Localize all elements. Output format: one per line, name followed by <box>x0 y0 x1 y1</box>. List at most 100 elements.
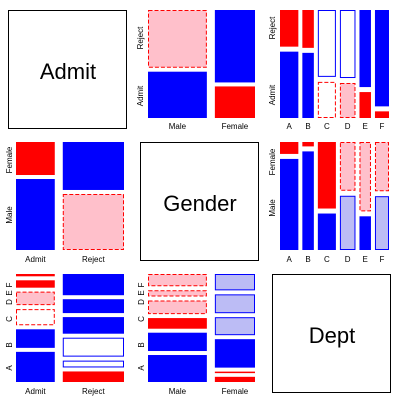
panel-dept-admit-tile-admit-e <box>16 280 55 288</box>
y-tick-admit-dept: Admit <box>268 84 277 105</box>
y-tick-dept-g-a: A <box>137 365 146 371</box>
panel-dept-admit-tile-admit-c <box>16 309 55 326</box>
panel-dept-gender-tile-female-c <box>214 339 255 368</box>
panel-admit-gender-tile-male-reject <box>148 10 207 68</box>
panel-gender-admit-tile-admit-male <box>16 179 55 250</box>
panel-admit-dept-tile-c-admit <box>317 81 336 118</box>
x-tick-gd-d: D <box>345 255 351 264</box>
panel-gender-admit-tile-admit-female <box>16 142 55 176</box>
x-tick-dept-a: A <box>287 122 293 131</box>
panel-gender-dept-tile-a-male <box>280 158 299 251</box>
panel-gender-dept-tile-c-female <box>317 142 336 209</box>
y-tick-dept-b: B <box>5 342 14 347</box>
panel-dept-admit-tile-admit-d <box>16 291 55 306</box>
panel-gender-dept-tile-f-male <box>374 196 389 251</box>
x-tick-reject-d: Reject <box>82 387 105 396</box>
y-tick-reject-dept: Reject <box>268 16 277 39</box>
panel-admit-dept-tile-e-reject <box>359 10 371 88</box>
y-tick-dept-e: E <box>5 290 14 295</box>
x-tick-gd-a: A <box>287 255 293 264</box>
diagonal-cell-gender <box>140 142 259 261</box>
panel-gender-dept-tile-f-female <box>374 142 389 192</box>
x-tick-dept-e: E <box>363 122 368 131</box>
x-tick-male-dg: Male <box>169 387 187 396</box>
x-tick-dept-b: B <box>305 122 310 131</box>
panel-admit-dept-tile-b-admit <box>302 52 314 119</box>
panel-dept-gender-tile-female-b <box>214 371 255 374</box>
panel-dept-admit-tile-admit-a <box>16 351 55 382</box>
panel-admit-gender-tile-male-admit <box>148 71 207 119</box>
panel-gender-dept-tile-b-male <box>302 151 314 250</box>
x-tick-female-dg: Female <box>222 387 249 396</box>
x-tick-dept-f: F <box>380 122 385 131</box>
y-tick-dept-d: D <box>5 299 14 305</box>
panel-dept-gender-tile-male-f <box>148 274 207 287</box>
diagonal-cell-admit <box>8 10 127 129</box>
panel-dept-gender-tile-male-b <box>148 332 207 352</box>
y-tick-dept-f: F <box>5 282 14 287</box>
panel-gender-dept-tile-e-female <box>359 142 371 212</box>
y-tick-male: Male <box>5 206 14 224</box>
panel-admit-dept-tile-e-admit <box>359 92 371 119</box>
y-tick-female: Female <box>5 146 14 173</box>
panel-admit-dept-tile-d-reject <box>339 10 356 79</box>
panel-dept-admit-tile-reject-c <box>62 337 124 357</box>
x-tick-dept-c: C <box>324 122 330 131</box>
panel-dept-admit-tile-reject-f <box>62 274 124 296</box>
y-tick-reject: Reject <box>136 26 145 49</box>
panel-admit-dept-tile-f-reject <box>374 10 389 107</box>
panel-dept-admit-tile-reject-a <box>62 371 124 382</box>
panel-gender-dept-tile-b-female <box>302 142 314 147</box>
x-tick-reject-g: Reject <box>82 255 105 264</box>
panel-dept-gender-tile-female-e <box>214 294 255 314</box>
diagonal-label-gender: Gender <box>163 191 236 216</box>
panel-admit-gender-tile-female-reject <box>214 10 255 83</box>
panel-gender-admit-tile-reject-male <box>62 193 124 251</box>
panel-gender-dept-tile-e-male <box>359 216 371 250</box>
panel-gender-dept-tile-d-male <box>339 195 356 250</box>
panel-gender-dept-tile-c-male <box>317 213 336 250</box>
x-tick-female: Female <box>222 122 249 131</box>
panel-admit-gender-tile-female-admit <box>214 86 255 119</box>
panel-gender-admit-tile-reject-female <box>62 142 124 190</box>
panel-admit-dept-tile-a-reject <box>280 10 299 47</box>
x-tick-gd-c: C <box>324 255 330 264</box>
panel-dept-admit-tile-reject-b <box>62 360 124 368</box>
panel-dept-admit-tile-reject-e <box>62 299 124 314</box>
diagonal-label-admit: Admit <box>40 59 96 84</box>
x-tick-admit-g: Admit <box>25 255 46 264</box>
panel-dept-gender-tile-male-c <box>148 318 207 329</box>
panel-dept-gender-tile-female-a <box>214 376 255 383</box>
y-tick-dept-g-e: E <box>137 290 146 295</box>
y-tick-male-dept: Male <box>268 199 277 217</box>
y-tick-dept-g-d: D <box>137 299 146 305</box>
x-tick-dept-d: D <box>345 122 351 131</box>
panel-dept-gender-tile-male-d <box>148 300 207 315</box>
panel-gender-dept-tile-d-female <box>339 142 356 191</box>
y-tick-dept-c: C <box>5 316 14 322</box>
panel-admit-dept-tile-a-admit <box>280 51 299 118</box>
panel-dept-gender-tile-female-d <box>214 317 255 336</box>
panel-admit-dept-tile-c-reject <box>317 10 336 77</box>
diagonal-cell-dept <box>272 274 391 393</box>
panel-admit-dept-tile-b-reject <box>302 10 314 48</box>
y-tick-admit: Admit <box>136 85 145 106</box>
panel-dept-gender-tile-male-a <box>148 355 207 382</box>
x-tick-gd-e: E <box>363 255 368 264</box>
x-tick-male: Male <box>169 122 187 131</box>
y-tick-dept-a: A <box>5 365 14 371</box>
panel-dept-gender-tile-male-e <box>148 290 207 297</box>
x-tick-admit-d: Admit <box>25 387 46 396</box>
panel-dept-gender-tile-female-f <box>214 274 255 291</box>
x-tick-gd-f: F <box>380 255 385 264</box>
panel-dept-admit-tile-admit-b <box>16 329 55 348</box>
y-tick-female-dept: Female <box>268 148 277 175</box>
y-tick-dept-g-b: B <box>137 342 146 347</box>
diagonal-label-dept: Dept <box>309 323 355 348</box>
panel-admit-dept-tile-d-admit <box>339 83 356 118</box>
panel-admit-dept-tile-f-admit <box>374 111 389 118</box>
y-tick-dept-g-f: F <box>137 282 146 287</box>
panel-gender-dept-tile-a-female <box>280 142 299 154</box>
